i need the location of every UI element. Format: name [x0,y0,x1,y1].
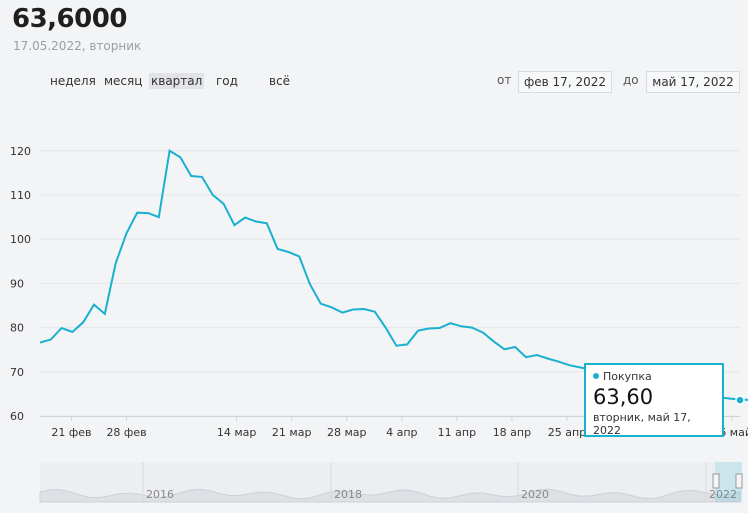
x-tick-label: 11 апр [438,426,476,439]
period-year-button[interactable]: год [216,74,238,88]
point-tooltip: Покупка 63,60 вторник, май 17, 2022 [584,363,724,437]
range-navigator[interactable]: 2016 2018 2020 2022 [39,462,743,503]
navigator-right-handle[interactable] [735,473,743,489]
period-quarter-button[interactable]: квартал [149,73,205,89]
current-rate-value: 63,6000 [12,4,127,34]
y-tick-label: 70 [10,366,24,379]
highlight-point [735,395,745,405]
x-tick-label: 28 мар [327,426,367,439]
y-tick-label: 100 [10,233,31,246]
range-to-input[interactable]: май 17, 2022 [646,71,740,93]
y-tick-label: 60 [10,410,24,423]
y-tick-label: 110 [10,189,31,202]
navigator-area [39,488,741,503]
current-rate-date: 17.05.2022, вторник [13,39,142,53]
x-tick-label: 21 фев [51,426,91,439]
range-to-label: до [623,73,639,87]
x-tick-label: 21 мар [272,426,312,439]
y-axis-ticks: 60 70 80 90 100 110 120 [10,145,31,423]
tooltip-value: 63,60 [593,385,654,409]
y-tick-label: 120 [10,145,31,158]
x-tick-label: 18 апр [493,426,531,439]
x-tick-label: 14 мар [217,426,257,439]
navigator-year-label: 2018 [334,488,362,501]
y-tick-label: 80 [10,322,24,335]
navigator-year-label: 2016 [146,488,174,501]
navigator-left-handle[interactable] [712,473,720,489]
tooltip-series-row: Покупка [593,370,715,383]
tooltip-series-name: Покупка [603,370,652,383]
x-tick-label: 25 апр [548,426,586,439]
tooltip-date: вторник, май 17, 2022 [593,411,691,437]
range-from-label: от [497,73,512,87]
period-all-button[interactable]: всё [269,74,291,88]
navigator-year-label: 2022 [709,488,737,501]
period-month-button[interactable]: месяц [104,74,143,88]
range-from-input[interactable]: фев 17, 2022 [518,71,612,93]
period-week-button[interactable]: неделя [50,74,96,88]
navigator-year-label: 2020 [521,488,549,501]
y-tick-label: 90 [10,277,24,290]
x-tick-label: 4 апр [386,426,417,439]
chart-grid [40,150,740,417]
series-marker-icon [593,373,599,379]
x-tick-label: 28 фев [106,426,146,439]
